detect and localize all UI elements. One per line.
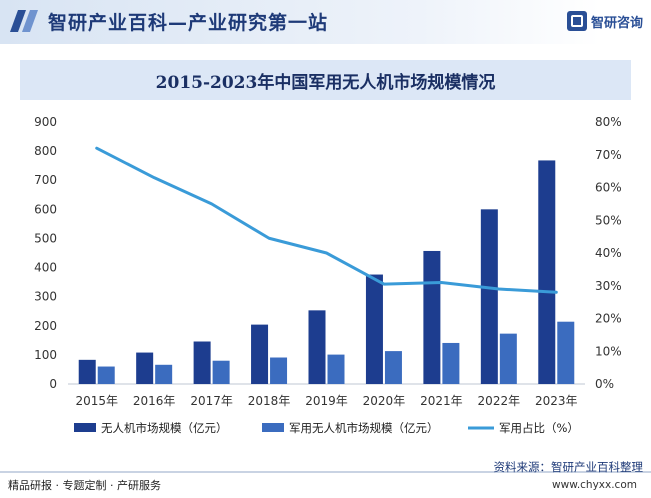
header-tab xyxy=(0,0,600,44)
chart-title-band: 2015-2023年中国军用无人机市场规模情况 xyxy=(20,60,631,100)
y-right-tick-label: 50% xyxy=(595,213,622,227)
site-title: 智研产业百科—产业研究第一站 xyxy=(48,12,329,34)
line-military-share xyxy=(95,146,558,294)
y-left-tick-label: 100 xyxy=(34,348,57,362)
y-left-tick-label: 900 xyxy=(34,115,57,129)
y-right-tick-label: 10% xyxy=(595,344,622,358)
y-left-tick-label: 300 xyxy=(34,290,57,304)
y-left-tick-label: 800 xyxy=(34,144,57,158)
bar-uav-market xyxy=(365,274,383,384)
x-tick-label: 2018年 xyxy=(248,394,291,408)
y-right-tick-label: 70% xyxy=(595,148,622,162)
x-tick-label: 2016年 xyxy=(133,394,176,408)
legend-military-uav-market-swatch xyxy=(262,423,284,432)
x-tick-label: 2021年 xyxy=(420,394,463,408)
bar-military-uav-market xyxy=(442,342,460,384)
brand-logo[interactable]: 智研咨询 xyxy=(566,11,643,31)
y-right-tick-label: 30% xyxy=(595,279,622,293)
bar-military-uav-market xyxy=(384,351,402,384)
bar-military-uav-market xyxy=(212,360,230,384)
x-tick-label: 2017年 xyxy=(190,394,233,408)
bar-military-uav-market xyxy=(499,333,517,384)
footer-divider xyxy=(0,471,651,473)
bar-uav-market xyxy=(136,352,154,384)
legend-military-share-label: 军用占比（%） xyxy=(499,421,579,435)
logo-text: 智研咨询 xyxy=(590,15,643,31)
bar-uav-market xyxy=(308,310,326,384)
x-tick-label: 2015年 xyxy=(75,394,118,408)
legend-uav-market-swatch xyxy=(74,423,96,432)
bar-military-uav-market xyxy=(270,357,288,384)
bar-uav-market xyxy=(480,209,498,384)
bar-military-uav-market xyxy=(155,364,173,384)
bar-uav-market xyxy=(423,250,441,384)
y-left-tick-label: 400 xyxy=(34,261,57,275)
bar-uav-market xyxy=(78,359,96,384)
y-left-tick-label: 700 xyxy=(34,173,57,187)
y-left-tick-label: 600 xyxy=(34,202,57,216)
bar-uav-market xyxy=(538,160,556,384)
bar-military-uav-market xyxy=(327,354,345,384)
x-tick-label: 2020年 xyxy=(363,394,406,408)
y-right-tick-label: 0% xyxy=(595,377,614,391)
bar-military-uav-market xyxy=(557,321,575,384)
y-right-tick-label: 20% xyxy=(595,312,622,326)
footer-services: 精品研报 · 专题定制 · 产研服务 xyxy=(8,479,161,492)
legend-uav-market-label: 无人机市场规模（亿元） xyxy=(101,421,228,435)
x-tick-label: 2023年 xyxy=(535,394,578,408)
y-left-tick-label: 0 xyxy=(49,377,57,391)
chart-title: 2015-2023年中国军用无人机市场规模情况 xyxy=(155,72,496,93)
y-left-tick-label: 200 xyxy=(34,319,57,333)
data-source: 资料来源：智研产业百科整理 xyxy=(493,460,644,474)
bar-uav-market xyxy=(193,341,211,384)
legend-military-uav-market-label: 军用无人机市场规模（亿元） xyxy=(289,421,439,435)
bar-military-uav-market xyxy=(97,366,115,384)
y-right-tick-label: 60% xyxy=(595,181,622,195)
y-right-tick-label: 40% xyxy=(595,246,622,260)
logo-icon xyxy=(566,11,587,31)
x-tick-label: 2022年 xyxy=(478,394,521,408)
x-tick-label: 2019年 xyxy=(305,394,348,408)
page-header: 智研产业百科—产业研究第一站 智研咨询 xyxy=(0,0,651,44)
site-url[interactable]: www.chyxx.com xyxy=(552,479,637,491)
y-left-tick-label: 500 xyxy=(34,231,57,245)
y-right-tick-label: 80% xyxy=(595,115,622,129)
bar-uav-market xyxy=(251,324,269,384)
